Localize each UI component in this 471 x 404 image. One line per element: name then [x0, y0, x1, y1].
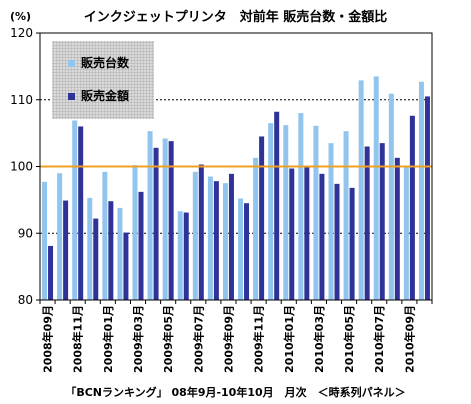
chart-legend: 販売台数 販売金額 — [52, 41, 154, 119]
legend-item-units: 販売台数 — [68, 54, 129, 71]
bar-units-14 — [253, 157, 259, 300]
bar-amount-9 — [183, 212, 189, 300]
x-tick-label-14: 2009年11月 — [252, 305, 266, 373]
legend-swatch-units — [68, 60, 75, 67]
bar-amount-25 — [424, 96, 430, 300]
bar-units-8 — [162, 138, 168, 300]
chart-title: インクジェットプリンタ 対前年 販売台数・金額比 — [83, 10, 388, 25]
bar-units-18 — [313, 125, 319, 300]
chart-footer-caption: 「BCNランキング」 08年9月-10年10月 月次 ＜時系列パネル＞ — [65, 386, 406, 399]
bar-units-7 — [147, 131, 153, 300]
bar-amount-10 — [198, 164, 204, 300]
bar-amount-4 — [108, 201, 114, 300]
bar-amount-23 — [394, 157, 400, 300]
y-axis-unit-label: (%) — [10, 10, 32, 23]
bar-amount-5 — [123, 232, 129, 300]
legend-item-amount: 販売金額 — [68, 87, 129, 104]
bar-units-15 — [268, 123, 274, 300]
bar-units-19 — [328, 143, 334, 300]
y-tick-label-110: 110 — [10, 93, 33, 107]
bar-amount-13 — [244, 203, 250, 300]
bar-amount-11 — [213, 181, 219, 300]
bar-units-20 — [343, 131, 349, 300]
bar-units-25 — [418, 81, 424, 300]
legend-label-units: 販売台数 — [81, 56, 130, 70]
bar-amount-18 — [319, 173, 325, 300]
x-tick-label-24: 2010年09月 — [402, 305, 416, 373]
bar-units-10 — [192, 171, 198, 300]
bar-amount-19 — [334, 183, 340, 300]
x-tick-label-22: 2010年07月 — [372, 305, 386, 373]
bar-amount-20 — [349, 187, 355, 300]
bar-units-3 — [87, 197, 93, 300]
bar-amount-21 — [364, 146, 370, 300]
x-tick-label-4: 2009年01月 — [101, 305, 115, 373]
bar-amount-24 — [409, 115, 415, 301]
y-tick-label-100: 100 — [10, 160, 33, 174]
bar-units-13 — [238, 198, 244, 300]
bar-units-12 — [222, 183, 228, 300]
bar-amount-1 — [63, 200, 69, 300]
bar-units-17 — [298, 113, 304, 300]
bar-units-2 — [72, 120, 78, 300]
bar-units-6 — [132, 165, 138, 300]
bar-amount-2 — [78, 126, 84, 300]
bar-amount-7 — [153, 147, 159, 300]
bar-amount-6 — [138, 191, 144, 300]
bar-units-23 — [388, 93, 394, 301]
bar-units-24 — [403, 166, 409, 300]
x-tick-label-8: 2009年05月 — [161, 305, 175, 373]
bar-amount-14 — [259, 136, 265, 300]
x-tick-label-18: 2010年03月 — [312, 305, 326, 373]
legend-swatch-amount — [68, 93, 75, 100]
bar-units-0 — [42, 181, 48, 300]
x-tick-label-2: 2008年11月 — [71, 305, 85, 373]
y-tick-label-80: 80 — [18, 293, 33, 307]
x-tick-label-0: 2008年09月 — [41, 305, 55, 373]
bar-amount-8 — [168, 141, 174, 300]
bar-units-11 — [207, 176, 213, 300]
x-tick-label-6: 2009年03月 — [131, 305, 145, 373]
y-tick-label-120: 120 — [10, 26, 33, 40]
bar-amount-3 — [93, 218, 99, 300]
bar-amount-17 — [304, 166, 310, 300]
bar-units-16 — [283, 125, 289, 301]
x-tick-label-10: 2009年07月 — [191, 305, 205, 373]
bar-units-1 — [57, 173, 63, 300]
bar-amount-12 — [228, 173, 234, 300]
bar-units-22 — [373, 76, 379, 300]
bar-amount-16 — [289, 168, 295, 300]
bar-units-21 — [358, 80, 364, 300]
bar-amount-15 — [274, 111, 280, 300]
bar-units-9 — [177, 211, 183, 300]
bar-amount-22 — [379, 143, 385, 300]
y-tick-label-90: 90 — [18, 226, 33, 240]
bar-amount-0 — [48, 245, 54, 300]
bar-units-5 — [117, 207, 123, 300]
x-tick-label-12: 2009年09月 — [221, 305, 235, 373]
x-tick-label-16: 2010年01月 — [282, 305, 296, 373]
x-tick-label-20: 2010年05月 — [342, 305, 356, 373]
legend-label-amount: 販売金額 — [81, 89, 130, 103]
bar-units-4 — [102, 171, 108, 300]
